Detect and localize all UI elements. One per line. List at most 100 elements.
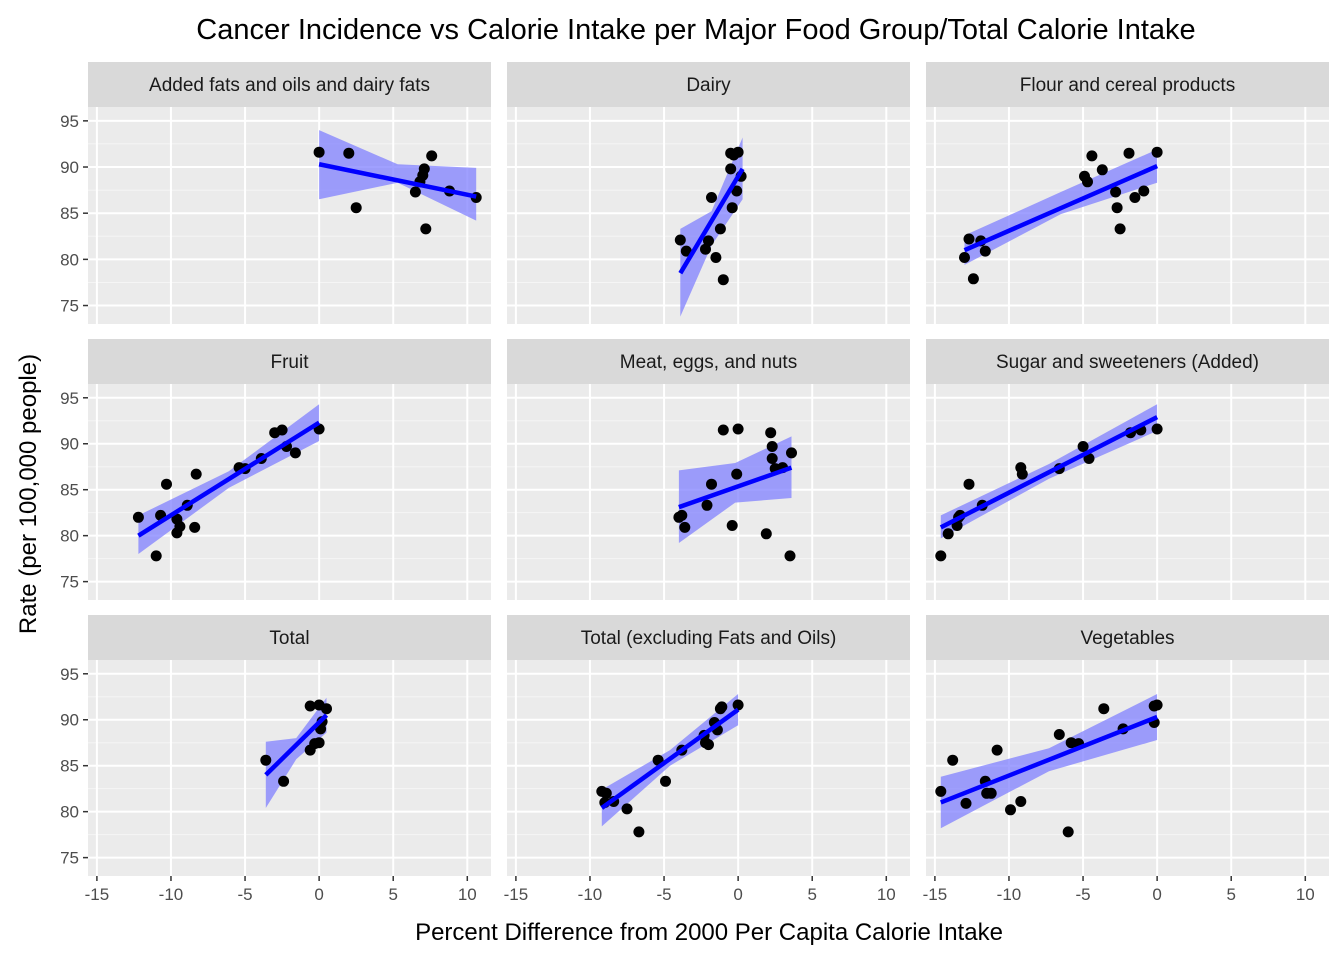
regression-line [939,415,1159,530]
facet-panel-background [88,384,491,600]
data-point [1096,164,1108,176]
data-point [676,509,688,521]
facet-strip-label: Flour and cereal products [1020,75,1235,96]
facet-strip-label: Sugar and sweeteners (Added) [996,352,1259,373]
y-tick-label: 95 [60,665,79,684]
y-tick-label: 80 [60,527,79,546]
facet-strip [507,339,910,384]
data-point [1151,146,1163,158]
data-point [985,787,997,799]
data-point [1098,703,1110,715]
y-tick-label: 95 [60,389,79,408]
data-point [621,803,633,815]
data-point [732,423,744,435]
x-tick-label: 5 [388,885,397,904]
facet-strip-label: Meat, eggs, and nuts [620,352,797,373]
data-point [660,775,671,787]
data-point [766,441,778,452]
y-tick-label: 85 [60,204,79,223]
data-point [1129,192,1141,203]
x-tick-label: 0 [733,885,742,904]
data-point [706,192,717,203]
regression-line [600,707,740,810]
y-tick-label: 80 [60,250,79,269]
x-tick-label: -15 [504,885,529,904]
data-point [1151,699,1163,711]
data-point [701,499,713,511]
data-point [963,478,975,490]
data-point [766,453,778,464]
facet-strip-label: Vegetables [1080,628,1174,649]
facet-strip [88,339,491,384]
data-point [1086,150,1098,162]
data-point [732,699,744,711]
facet-panel-background [88,107,491,324]
x-tick-label: -5 [237,885,252,904]
facet-panel: Dairy [507,62,910,324]
data-point [716,701,728,713]
data-point [304,700,316,712]
data-point [161,478,172,490]
facet-strip-label: Added fats and oils and dairy fats [149,75,430,96]
data-point [979,245,991,257]
data-point [765,427,777,439]
facet-panel: Fruit 75 80 85 90 95 [60,339,491,600]
data-point [409,186,421,198]
x-tick-label: -10 [159,885,184,904]
x-tick-label: -15 [923,885,948,904]
confidence-band [680,137,743,317]
data-point [960,797,972,809]
data-point [1005,804,1016,816]
data-point [947,754,959,766]
data-point [633,826,645,838]
data-point [935,550,947,562]
regression-line [264,713,329,777]
facet-strip [88,615,491,660]
x-axis-title: Percent Difference from 2000 Per Capita … [415,919,1003,946]
data-point [276,424,288,436]
facet-strip-label: Total [269,628,309,649]
x-tick-label: -15 [85,885,110,904]
data-point [703,739,714,751]
data-point [289,447,301,459]
data-point [1151,423,1163,435]
y-tick-label: 75 [60,573,79,592]
facet-panel: Meat, eggs, and nuts [507,339,910,600]
x-tick-label: 10 [1296,885,1315,904]
x-tick-label: 10 [877,885,896,904]
facet-strip [926,615,1329,660]
data-point [732,146,744,158]
facet-strip-label: Total (excluding Fats and Oils) [581,628,837,649]
facet-panel: Added fats and oils and dairy fats 75 80 85… [60,62,491,324]
data-point [1015,796,1027,807]
facet-panels: Added fats and oils and dairy fats 75 80 85… [60,62,1329,904]
data-point [313,737,325,749]
data-point [426,150,438,162]
facet-strip [507,62,910,107]
facet-strip [926,62,1329,107]
data-point [313,146,325,158]
data-point [703,235,714,247]
confidence-band [319,130,477,221]
data-point [674,234,686,246]
facet-strip [507,615,910,660]
regression-line [678,167,745,275]
data-point [726,202,738,214]
data-point [1062,826,1074,838]
data-point [350,202,362,214]
data-point [1110,186,1122,198]
facet-panel: Flour and cereal products [926,62,1329,324]
y-tick-label: 80 [60,803,79,822]
data-point [189,521,201,533]
y-axis-title: Rate (per 100,000 people) [15,354,42,634]
x-tick-label: 0 [314,885,323,904]
data-point [959,252,970,263]
facet-strip [926,339,1329,384]
y-tick-label: 75 [60,297,79,316]
x-tick-label: 5 [807,885,816,904]
data-point [1123,147,1135,159]
x-tick-label: -10 [578,885,603,904]
regression-line [939,714,1158,805]
facet-panel: Total 75 80 85 90 95 -15 -10 -5 0 5 10 [60,615,491,904]
data-point [942,528,954,540]
